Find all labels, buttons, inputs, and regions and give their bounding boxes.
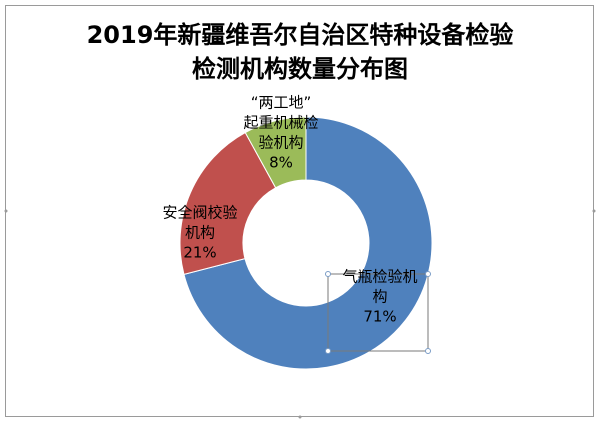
data-label-category: 机构 [185, 224, 215, 242]
data-label-category: “两工地” [251, 94, 312, 112]
resize-handle[interactable] [425, 348, 431, 354]
selected-label-box[interactable] [325, 271, 431, 354]
data-label-category: 验机构 [258, 134, 303, 152]
chart-title: 2019年新疆维吾尔自治区特种设备检验 检测机构数量分布图 [0, 18, 600, 86]
chart-title-line-1: 2019年新疆维吾尔自治区特种设备检验 [86, 21, 514, 49]
data-label-category: 构 [372, 288, 387, 306]
data-label-category: 气瓶检验机 [342, 268, 417, 286]
data-label-percent: 8% [269, 154, 293, 172]
frame-handle-left[interactable] [4, 209, 8, 213]
data-label-percent: 71% [363, 308, 396, 326]
donut-slice[interactable] [244, 116, 307, 189]
chart-title-line-2: 检测机构数量分布图 [192, 55, 408, 83]
donut-slice[interactable] [183, 116, 433, 370]
data-label-percent: 21% [183, 244, 216, 262]
slices-layer [179, 116, 433, 370]
resize-handle[interactable] [325, 348, 331, 354]
resize-handle[interactable] [325, 271, 331, 277]
data-label-category: 安全阀校验 [162, 204, 237, 222]
frame-handle-right[interactable] [592, 209, 596, 213]
donut-slice[interactable] [179, 131, 277, 275]
resize-handle[interactable] [425, 271, 431, 277]
data-label-category: 起重机械检 [243, 114, 318, 132]
frame-handle-bottom[interactable] [298, 415, 302, 419]
